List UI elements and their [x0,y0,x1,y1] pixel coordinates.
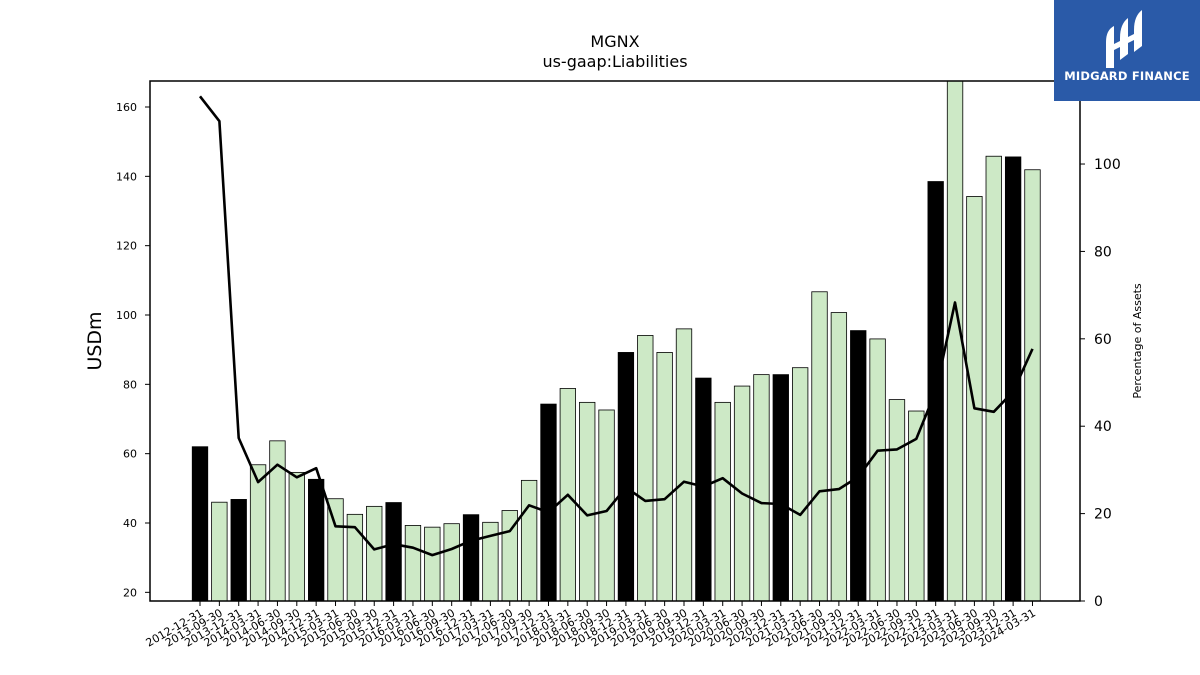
bar [579,401,596,602]
bar [811,291,828,602]
bar [462,514,480,602]
bar [714,401,731,602]
bar [520,479,538,602]
y-tick-label: 40 [123,517,137,530]
bar [288,471,305,602]
bar [443,523,460,602]
bar [656,352,673,602]
bar [695,377,712,602]
bar [211,501,228,602]
y2-tick-label: 20 [1094,507,1112,523]
bar [366,505,383,602]
y-tick-label: 100 [116,309,137,322]
bar [675,328,693,602]
bar [850,330,867,602]
y2-axis-label: Percentage of Assets [1131,283,1144,399]
bar [985,155,1002,602]
bar [637,335,654,602]
logo-text: MIDGARD FINANCE [1064,69,1190,83]
chart-title: MGNX [590,32,640,51]
bar [966,196,983,602]
bar [1024,169,1041,602]
y-tick-label: 120 [116,240,137,253]
y-tick-label: 80 [123,378,137,391]
pct-assets-line [198,95,1034,557]
bar [753,374,770,602]
y-tick-label: 140 [116,170,137,183]
bar [617,352,635,602]
bar [308,478,325,602]
y-axis-label: USDm [84,311,106,370]
bar [385,502,402,602]
bar [249,464,267,602]
bar [946,80,964,602]
axes [149,80,1081,602]
chart-subtitle: us-gaap:Liabilities [542,52,688,71]
plot-frame [149,80,1081,602]
bar [540,403,557,602]
y2-tick-label: 60 [1094,332,1112,348]
bar [888,399,906,602]
line-layer [198,95,1034,557]
y2-tick-label: 40 [1094,419,1112,435]
bar [772,374,789,602]
y-tick-label: 60 [123,448,137,461]
midgard-finance-logo: MIDGARD FINANCE [1054,0,1200,101]
y2-tick-label: 0 [1094,594,1103,610]
bar [424,526,441,602]
y2-tick-label: 80 [1094,244,1112,260]
bar [792,367,809,602]
bar [404,525,422,602]
bar [830,312,848,602]
bar [869,338,886,602]
y2-tick-label: 100 [1094,157,1121,173]
y-tick-label: 160 [116,101,137,114]
bar [230,499,247,602]
bars [191,80,1041,602]
midgard-finance-logo-icon [1106,10,1142,68]
y-tick-label: 20 [123,586,137,599]
bar [191,446,209,602]
